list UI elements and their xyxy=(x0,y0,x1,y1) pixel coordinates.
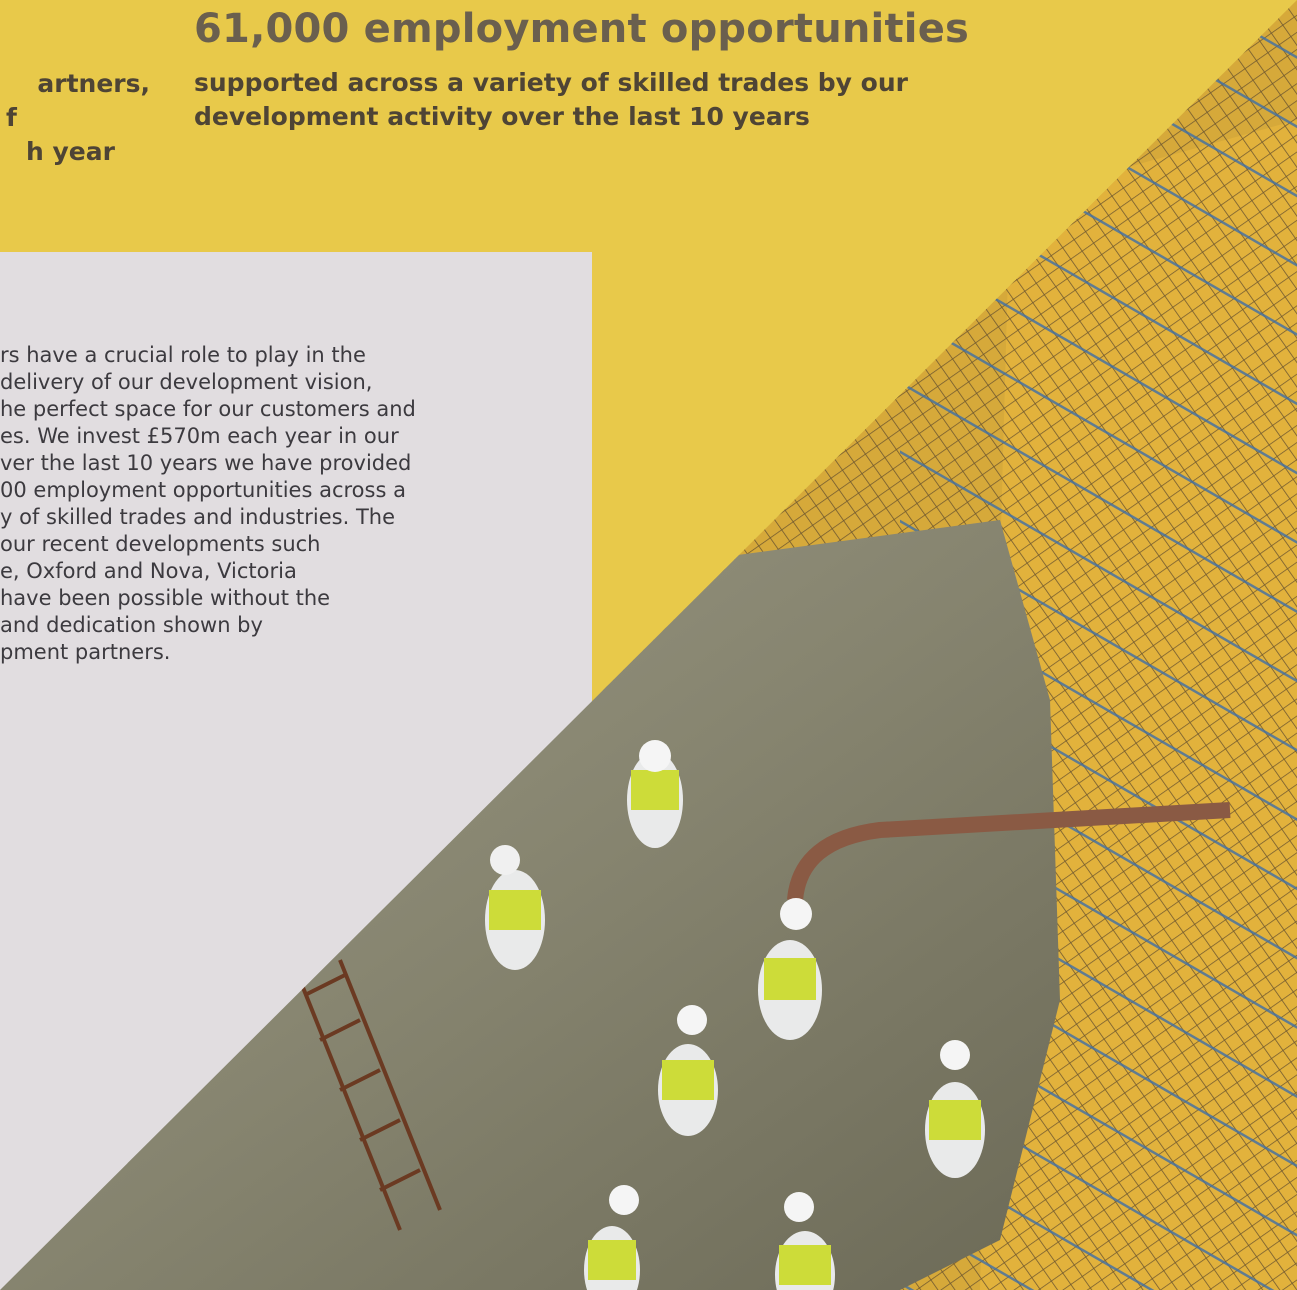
body-line: pment partners. xyxy=(0,640,171,664)
rebar-cage xyxy=(298,959,442,1231)
body-line: y of skilled trades and industries. The xyxy=(0,505,396,529)
body-line: ver the last 10 years we have provided xyxy=(0,451,412,475)
workers xyxy=(485,740,985,1290)
left-stat-line: f xyxy=(6,103,17,132)
body-line: delivery of our development vision, xyxy=(0,370,373,394)
body-line: and dedication shown by xyxy=(0,613,263,637)
body-line: rs have a crucial role to play in the xyxy=(0,343,366,367)
left-stat-line: h year xyxy=(26,137,115,166)
body-line: e, Oxford and Nova, Victoria xyxy=(0,559,297,583)
pump-pipe xyxy=(787,802,1231,901)
body-line: have been possible without the xyxy=(0,586,331,610)
body-line: 00 employment opportunities across a xyxy=(0,478,406,502)
stat-headline: 61,000 employment opportunities xyxy=(194,6,970,52)
body-paragraph: rs have a crucial role to play in the de… xyxy=(0,342,590,666)
left-stat-line: artners, xyxy=(37,69,150,98)
stat-subline: supported across a variety of skilled tr… xyxy=(194,68,908,131)
body-line: he perfect space for our customers and xyxy=(0,397,416,421)
body-line: our recent developments such xyxy=(0,532,321,556)
left-stat-text: artners, f h year xyxy=(0,67,150,169)
body-line: es. We invest £570m each year in our xyxy=(0,424,399,448)
